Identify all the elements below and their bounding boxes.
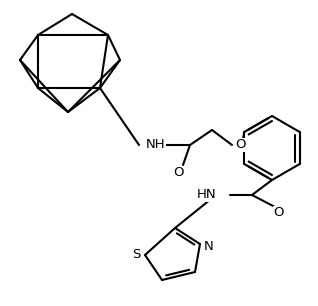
Text: O: O xyxy=(235,139,245,151)
Text: S: S xyxy=(132,248,140,262)
Text: N: N xyxy=(204,240,214,252)
Text: NH: NH xyxy=(146,139,166,151)
Text: O: O xyxy=(174,166,184,180)
Text: HN: HN xyxy=(197,188,216,201)
Text: O: O xyxy=(274,207,284,219)
